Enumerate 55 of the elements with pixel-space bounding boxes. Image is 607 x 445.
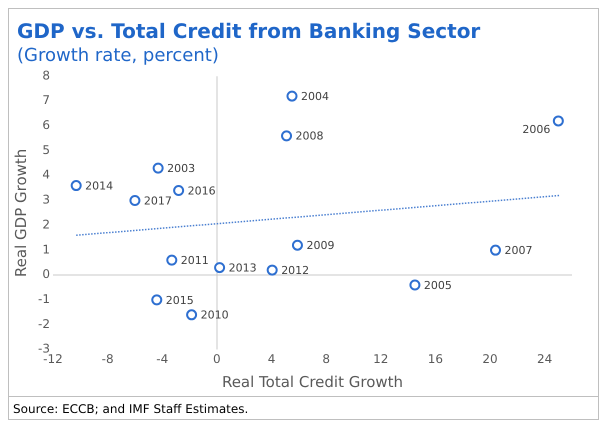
x-tick-label: 12 bbox=[373, 352, 388, 366]
x-tick-label: 16 bbox=[428, 352, 444, 366]
y-tick-label: 6 bbox=[42, 118, 50, 132]
y-tick-label: 3 bbox=[42, 192, 50, 207]
x-tick-label: 0 bbox=[213, 352, 221, 366]
x-tick-label: 20 bbox=[482, 352, 498, 366]
annotation: 2013 bbox=[228, 261, 257, 274]
annotation: 2009 bbox=[306, 239, 334, 252]
point bbox=[490, 244, 502, 256]
y-tick-label: 0 bbox=[42, 267, 50, 282]
annotation: 2012 bbox=[281, 264, 310, 277]
annotation: 2003 bbox=[167, 162, 196, 176]
point bbox=[292, 240, 303, 251]
y-axis-title: Real GDP Growth bbox=[12, 148, 30, 278]
x-tick-label: -8 bbox=[102, 352, 114, 366]
y-tick-label: 2 bbox=[42, 217, 50, 232]
point bbox=[129, 194, 140, 206]
annotation: 2005 bbox=[424, 278, 452, 292]
y-tick-label: 8 bbox=[42, 68, 50, 82]
point bbox=[552, 115, 564, 126]
point bbox=[409, 279, 420, 290]
point bbox=[151, 294, 162, 306]
point bbox=[186, 309, 198, 320]
chart-title: GDP vs. Total Credit from Banking Sector bbox=[16, 18, 482, 43]
y-tick-label: -2 bbox=[38, 316, 50, 331]
x-axis-title: Real Total Credit Growth bbox=[222, 372, 404, 391]
point bbox=[266, 264, 278, 276]
annotation: 2017 bbox=[144, 194, 172, 208]
y-tick-label: 5 bbox=[42, 142, 50, 157]
x-tick-label: -4 bbox=[156, 352, 168, 366]
y-tick-label: -1 bbox=[38, 292, 50, 306]
annotation: 2006 bbox=[522, 122, 550, 136]
point bbox=[70, 180, 82, 192]
point bbox=[166, 254, 178, 266]
source-note: Source: ECCB; and IMF Staff Estimates. bbox=[13, 402, 250, 416]
annotation: 2007 bbox=[504, 244, 533, 258]
point bbox=[281, 130, 292, 142]
annotation: 2011 bbox=[180, 254, 209, 267]
point bbox=[214, 262, 226, 274]
chart-subtitle: (Growth rate, percent) bbox=[16, 44, 220, 66]
annotation: 2014 bbox=[85, 179, 114, 192]
x-tick-label: 8 bbox=[322, 352, 330, 366]
point bbox=[173, 185, 184, 196]
x-tick-label: 24 bbox=[537, 352, 552, 366]
annotation: 2004 bbox=[300, 90, 329, 103]
annotation: 2010 bbox=[200, 308, 229, 322]
annotation: 2008 bbox=[296, 130, 324, 143]
y-tick-label: 1 bbox=[42, 242, 50, 256]
x-tick-label: 4 bbox=[268, 352, 276, 366]
annotation: 2015 bbox=[166, 294, 194, 307]
y-tick-label: 4 bbox=[42, 168, 50, 182]
point bbox=[286, 90, 298, 102]
y-tick-label: 7 bbox=[42, 93, 50, 108]
point bbox=[152, 162, 164, 174]
annotation: 2016 bbox=[188, 184, 216, 198]
